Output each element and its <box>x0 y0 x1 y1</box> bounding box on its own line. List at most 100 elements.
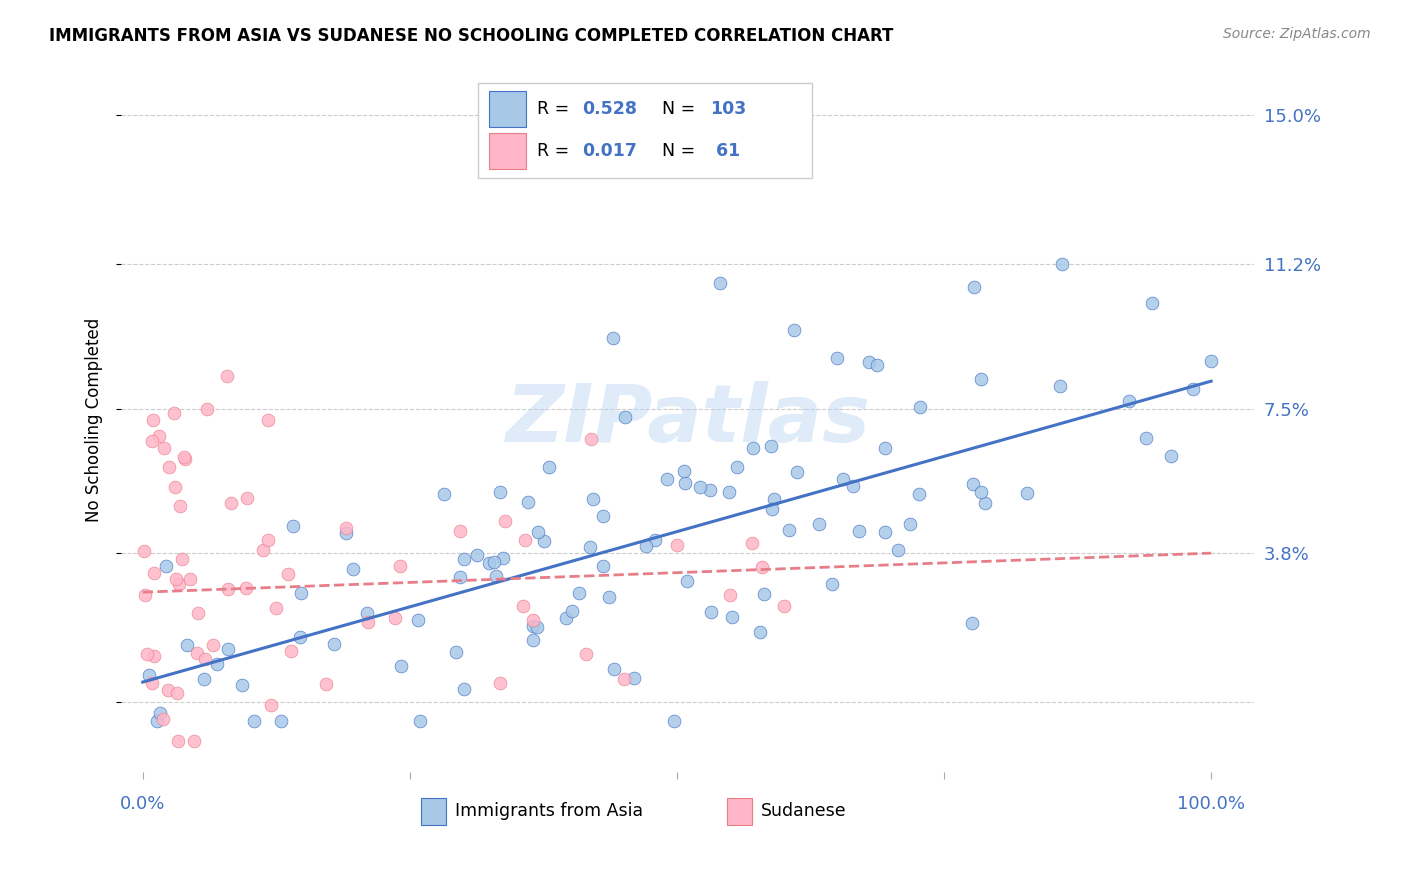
Point <box>235 581 257 595</box>
Point <box>537 460 560 475</box>
Point <box>270 714 292 728</box>
Point <box>485 569 508 583</box>
Text: N =: N = <box>662 100 700 118</box>
Point <box>665 538 688 552</box>
Point <box>143 649 166 664</box>
Point <box>721 609 744 624</box>
Point <box>155 558 177 573</box>
Point <box>356 606 378 620</box>
Point <box>763 492 786 507</box>
Point <box>163 406 186 420</box>
Point <box>141 434 163 449</box>
Point <box>141 676 163 690</box>
Point <box>280 644 302 658</box>
Point <box>672 463 695 477</box>
Point <box>783 323 806 337</box>
Point <box>522 613 544 627</box>
Point <box>489 675 512 690</box>
Point <box>142 566 165 580</box>
Point <box>527 524 550 539</box>
Point <box>602 662 624 676</box>
Point <box>207 657 229 672</box>
Point <box>887 542 910 557</box>
Point <box>689 480 711 494</box>
Point <box>433 486 456 500</box>
Point <box>522 632 544 647</box>
Point <box>169 500 191 514</box>
Point <box>315 677 337 691</box>
Point <box>149 706 172 721</box>
Point <box>478 556 501 570</box>
Point <box>568 585 591 599</box>
Point <box>517 495 540 509</box>
Point <box>146 714 169 728</box>
Point <box>644 533 666 547</box>
Point <box>662 714 685 728</box>
Point <box>148 429 170 443</box>
Point <box>236 491 259 505</box>
Text: IMMIGRANTS FROM ASIA VS SUDANESE NO SCHOOLING COMPLETED CORRELATION CHART: IMMIGRANTS FROM ASIA VS SUDANESE NO SCHO… <box>49 27 894 45</box>
Point <box>592 509 614 524</box>
Point <box>384 611 406 625</box>
Bar <box>489 91 526 128</box>
Point <box>533 533 555 548</box>
Point <box>264 601 287 615</box>
Point <box>252 543 274 558</box>
Point <box>187 606 209 620</box>
Point <box>748 625 770 640</box>
Point <box>172 552 194 566</box>
Point <box>858 354 880 368</box>
Point <box>907 487 929 501</box>
Point <box>389 658 412 673</box>
Point <box>778 523 800 537</box>
Point <box>973 495 995 509</box>
Point <box>970 372 993 386</box>
Point <box>183 733 205 747</box>
Point <box>963 280 986 294</box>
Point <box>831 472 853 486</box>
Point <box>522 619 544 633</box>
Point <box>875 525 897 540</box>
Point <box>866 358 889 372</box>
Y-axis label: No Schooling Completed: No Schooling Completed <box>86 318 103 523</box>
Point <box>614 409 637 424</box>
Point <box>761 502 783 516</box>
Point <box>598 590 620 604</box>
Point <box>132 543 155 558</box>
Point <box>165 572 187 586</box>
Point <box>257 533 280 548</box>
Text: 100.0%: 100.0% <box>1177 796 1246 814</box>
Point <box>408 613 430 627</box>
Point <box>489 484 512 499</box>
Bar <box>727 798 752 825</box>
Point <box>561 604 583 618</box>
Text: 0.0%: 0.0% <box>120 796 166 814</box>
FancyBboxPatch shape <box>478 83 813 178</box>
Point <box>495 515 517 529</box>
Point <box>751 560 773 574</box>
Point <box>741 535 763 549</box>
Point <box>602 331 624 345</box>
Point <box>159 460 181 475</box>
Point <box>1142 296 1164 310</box>
Point <box>166 686 188 700</box>
Point <box>636 540 658 554</box>
Point <box>138 668 160 682</box>
Point <box>290 586 312 600</box>
Text: ZIPatlas: ZIPatlas <box>505 381 870 459</box>
Point <box>848 524 870 539</box>
Point <box>512 599 534 613</box>
Point <box>173 450 195 464</box>
Point <box>134 588 156 602</box>
Point <box>167 577 190 591</box>
Point <box>841 479 863 493</box>
Point <box>581 432 603 446</box>
Text: 61: 61 <box>710 142 741 160</box>
Point <box>288 630 311 644</box>
Point <box>465 548 488 562</box>
Text: Immigrants from Asia: Immigrants from Asia <box>456 803 644 821</box>
Point <box>243 714 266 728</box>
Point <box>453 551 475 566</box>
Bar <box>422 798 446 825</box>
Point <box>409 714 432 728</box>
